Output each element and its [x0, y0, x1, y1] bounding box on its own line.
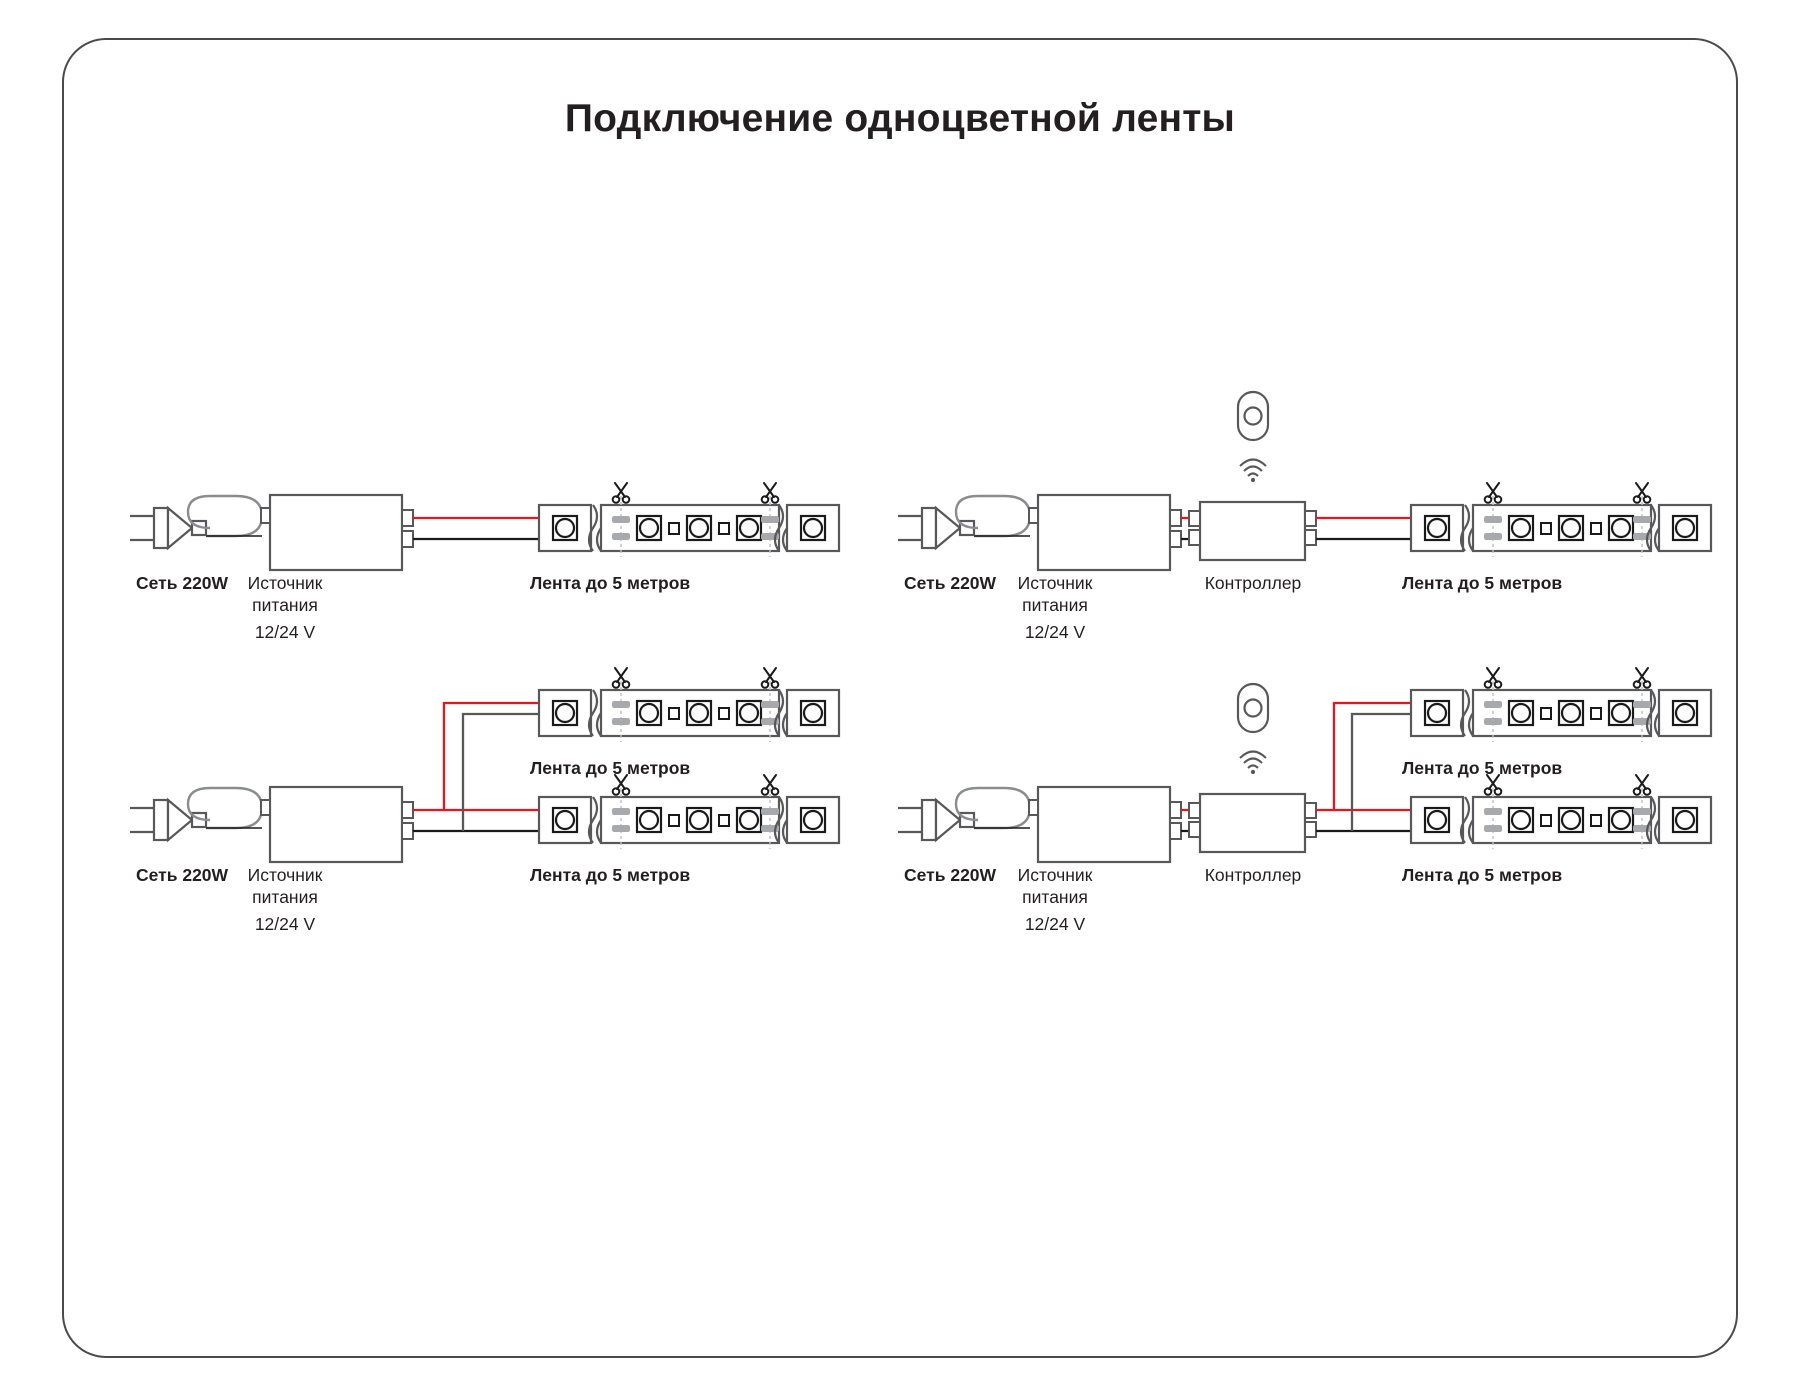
wifi-signal-icon	[1238, 458, 1268, 484]
scissors-cut-icon	[611, 482, 631, 504]
scissors-cut-icon	[1483, 482, 1503, 504]
label-psu-voltage: 12/24 V	[255, 622, 316, 642]
scissors-cut-icon	[1632, 774, 1652, 796]
mains-cable	[186, 786, 264, 830]
page-title: Подключение одноцветной ленты	[564, 97, 1236, 140]
label-mains: Сеть 220W	[904, 573, 997, 593]
label-strip-upper: Лента до 5 метров	[1402, 758, 1562, 778]
label-strip: Лента до 5 метров	[530, 573, 690, 593]
power-plug-icon	[896, 798, 976, 842]
mains-cable	[186, 494, 264, 538]
led-strip	[1409, 679, 1713, 744]
scissors-cut-icon	[1632, 482, 1652, 504]
label-psu-line2: питания	[252, 887, 318, 907]
diagram-2: Сеть 220W Источник питания 12/24 V Контр…	[896, 390, 1713, 642]
controller-box	[1187, 792, 1318, 854]
psu-box	[259, 785, 415, 864]
wifi-signal-icon	[1238, 750, 1268, 776]
label-mains: Сеть 220W	[136, 573, 229, 593]
diagram-1: Сеть 220W Источник питания 12/24 V Лента…	[128, 482, 841, 642]
label-strip-lower: Лента до 5 метров	[1402, 865, 1562, 885]
power-plug-icon	[128, 798, 208, 842]
wire-negative-branch	[1350, 712, 1412, 831]
mains-cable	[954, 786, 1032, 830]
led-strip	[537, 494, 841, 559]
wire-negative-branch	[461, 712, 540, 831]
label-strip-upper: Лента до 5 метров	[530, 758, 690, 778]
wireless-remote-icon	[1236, 390, 1270, 442]
label-mains: Сеть 220W	[136, 865, 229, 885]
label-controller: Контроллер	[1205, 865, 1302, 885]
led-strip	[1409, 494, 1713, 559]
label-mains: Сеть 220W	[904, 865, 997, 885]
scissors-cut-icon	[1483, 667, 1503, 689]
wireless-remote-icon	[1236, 682, 1270, 734]
diagram-3: Сеть 220W Источник питания 12/24 V Лента…	[128, 667, 841, 934]
label-psu-voltage: 12/24 V	[255, 914, 316, 934]
wire-positive-branch	[442, 701, 540, 810]
label-strip: Лента до 5 метров	[1402, 573, 1562, 593]
scissors-cut-icon	[760, 667, 780, 689]
diagram-4: Сеть 220W Источник питания 12/24 V Контр…	[896, 667, 1713, 934]
power-plug-icon	[896, 506, 976, 550]
label-strip-lower: Лента до 5 метров	[530, 865, 690, 885]
wire-positive-branch	[1332, 701, 1412, 810]
label-psu-line1: Источник	[248, 865, 323, 885]
scissors-cut-icon	[760, 774, 780, 796]
label-psu-line1: Источник	[1018, 573, 1093, 593]
power-plug-icon	[128, 506, 208, 550]
label-controller: Контроллер	[1205, 573, 1302, 593]
scissors-cut-icon	[1632, 667, 1652, 689]
page-border	[62, 38, 1738, 1358]
scissors-cut-icon	[611, 667, 631, 689]
label-psu-line1: Источник	[248, 573, 323, 593]
label-psu-voltage: 12/24 V	[1025, 914, 1086, 934]
label-psu-line2: питания	[252, 595, 318, 615]
led-strip	[1409, 786, 1713, 851]
mains-cable	[954, 494, 1032, 538]
label-psu-line2: питания	[1022, 595, 1088, 615]
controller-box	[1187, 500, 1318, 562]
label-psu-voltage: 12/24 V	[1025, 622, 1086, 642]
psu-box	[1027, 785, 1183, 864]
psu-box	[1027, 493, 1183, 572]
led-strip	[537, 786, 841, 851]
label-psu-line2: питания	[1022, 887, 1088, 907]
led-strip	[537, 679, 841, 744]
label-psu-line1: Источник	[1018, 865, 1093, 885]
psu-box	[259, 493, 415, 572]
scissors-cut-icon	[760, 482, 780, 504]
